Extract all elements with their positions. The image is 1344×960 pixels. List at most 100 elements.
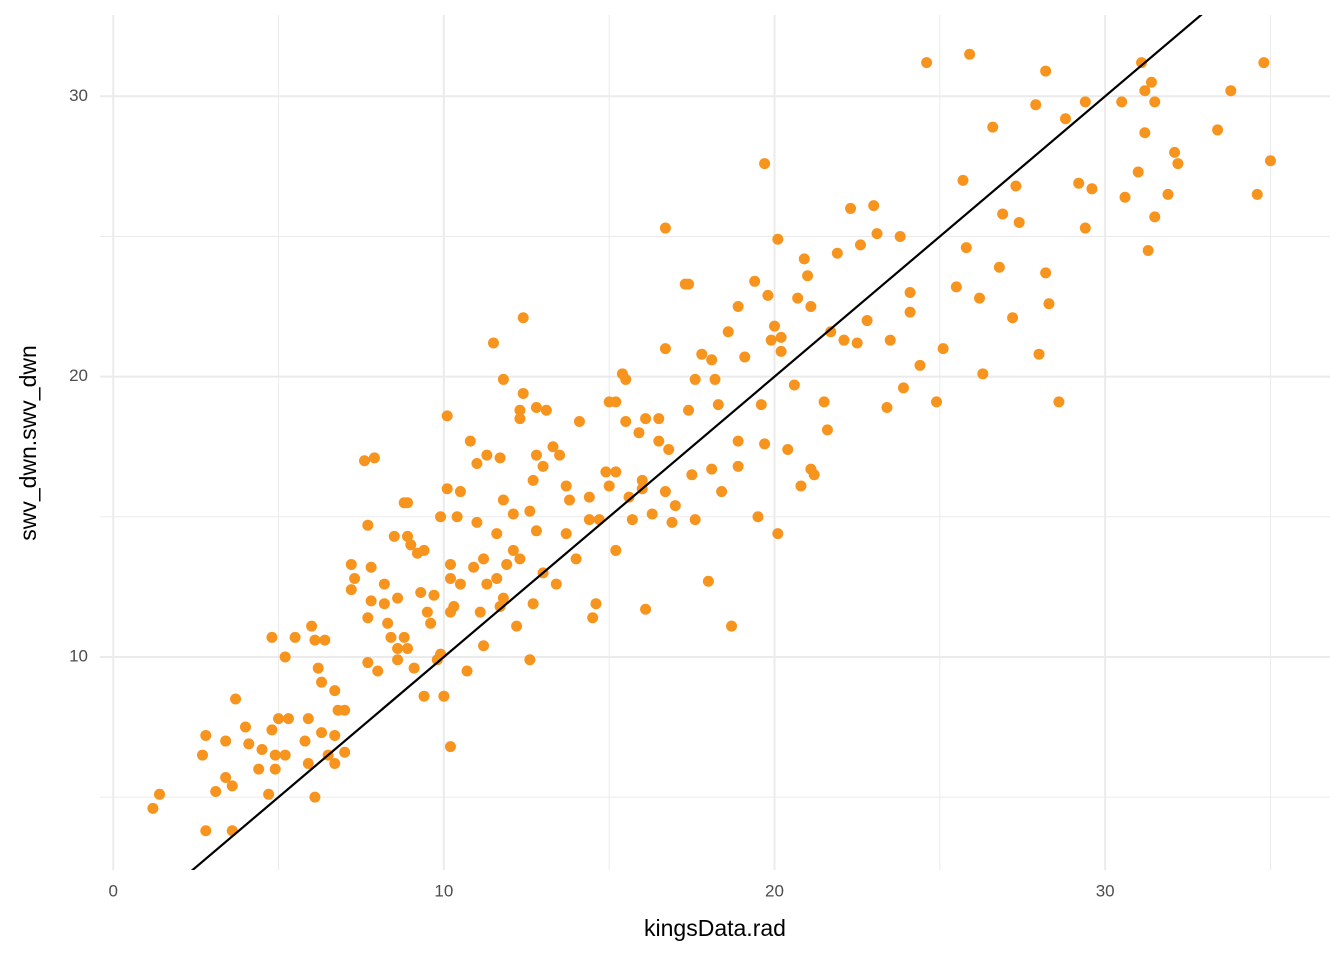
- point: [997, 208, 1009, 220]
- y-tick-label: 20: [69, 366, 88, 385]
- point: [279, 651, 291, 663]
- point: [1073, 177, 1085, 189]
- point: [798, 253, 810, 265]
- point: [1162, 188, 1174, 200]
- point: [620, 415, 632, 427]
- point: [481, 449, 493, 461]
- point: [712, 399, 724, 411]
- point: [266, 631, 278, 643]
- point: [854, 239, 866, 251]
- point: [491, 528, 503, 540]
- point: [382, 617, 394, 629]
- point: [957, 174, 969, 186]
- point: [461, 665, 473, 677]
- point: [769, 320, 781, 332]
- point: [802, 270, 814, 282]
- point: [474, 606, 486, 618]
- point: [359, 455, 371, 467]
- point: [312, 662, 324, 674]
- point: [464, 435, 476, 447]
- point: [1040, 267, 1052, 279]
- point: [570, 553, 582, 565]
- point: [914, 359, 926, 371]
- point: [378, 598, 390, 610]
- point: [405, 539, 417, 551]
- point: [583, 514, 595, 526]
- point: [974, 292, 986, 304]
- point: [514, 404, 526, 416]
- point: [438, 690, 450, 702]
- point: [762, 289, 774, 301]
- point: [415, 586, 427, 598]
- point: [1149, 96, 1161, 108]
- point: [560, 528, 572, 540]
- point: [1086, 183, 1098, 195]
- point: [309, 634, 321, 646]
- point: [752, 511, 764, 523]
- point: [200, 729, 212, 741]
- point: [316, 676, 328, 688]
- point: [269, 749, 281, 761]
- point: [653, 413, 665, 425]
- point: [868, 200, 880, 212]
- point: [392, 592, 404, 604]
- y-tick-label: 30: [69, 86, 88, 105]
- point: [517, 312, 529, 324]
- point: [931, 396, 943, 408]
- x-tick-label: 0: [108, 881, 117, 900]
- point: [663, 444, 675, 456]
- point: [444, 572, 456, 584]
- point: [239, 721, 251, 733]
- point: [306, 620, 318, 632]
- point: [838, 334, 850, 346]
- point: [659, 222, 671, 234]
- point: [805, 301, 817, 313]
- point: [759, 438, 771, 450]
- point: [587, 612, 599, 624]
- point: [808, 469, 820, 481]
- point: [339, 746, 351, 758]
- point: [530, 449, 542, 461]
- point: [392, 643, 404, 655]
- point: [726, 620, 738, 632]
- point: [444, 741, 456, 753]
- point: [368, 452, 380, 464]
- point: [408, 662, 420, 674]
- point: [481, 578, 493, 590]
- point: [372, 665, 384, 677]
- point: [478, 553, 490, 565]
- point: [441, 410, 453, 422]
- point: [540, 404, 552, 416]
- point: [636, 474, 648, 486]
- point: [1142, 244, 1154, 256]
- point: [666, 516, 678, 528]
- point: [593, 514, 605, 526]
- point: [507, 508, 519, 520]
- point: [507, 544, 519, 556]
- point: [385, 631, 397, 643]
- point: [626, 514, 638, 526]
- point: [1251, 188, 1263, 200]
- point: [266, 724, 278, 736]
- point: [709, 373, 721, 385]
- point: [448, 600, 460, 612]
- point: [904, 287, 916, 299]
- point: [494, 600, 506, 612]
- point: [696, 348, 708, 360]
- point: [418, 690, 430, 702]
- point: [256, 743, 268, 755]
- point: [732, 435, 744, 447]
- point: [640, 413, 652, 425]
- point: [653, 435, 665, 447]
- point: [1010, 180, 1022, 192]
- point: [402, 530, 413, 542]
- point: [1030, 99, 1042, 111]
- point: [269, 763, 281, 775]
- point: [1079, 222, 1091, 234]
- point: [772, 528, 784, 540]
- point: [302, 757, 314, 769]
- point: [524, 654, 536, 666]
- point: [365, 595, 377, 607]
- point: [388, 530, 400, 542]
